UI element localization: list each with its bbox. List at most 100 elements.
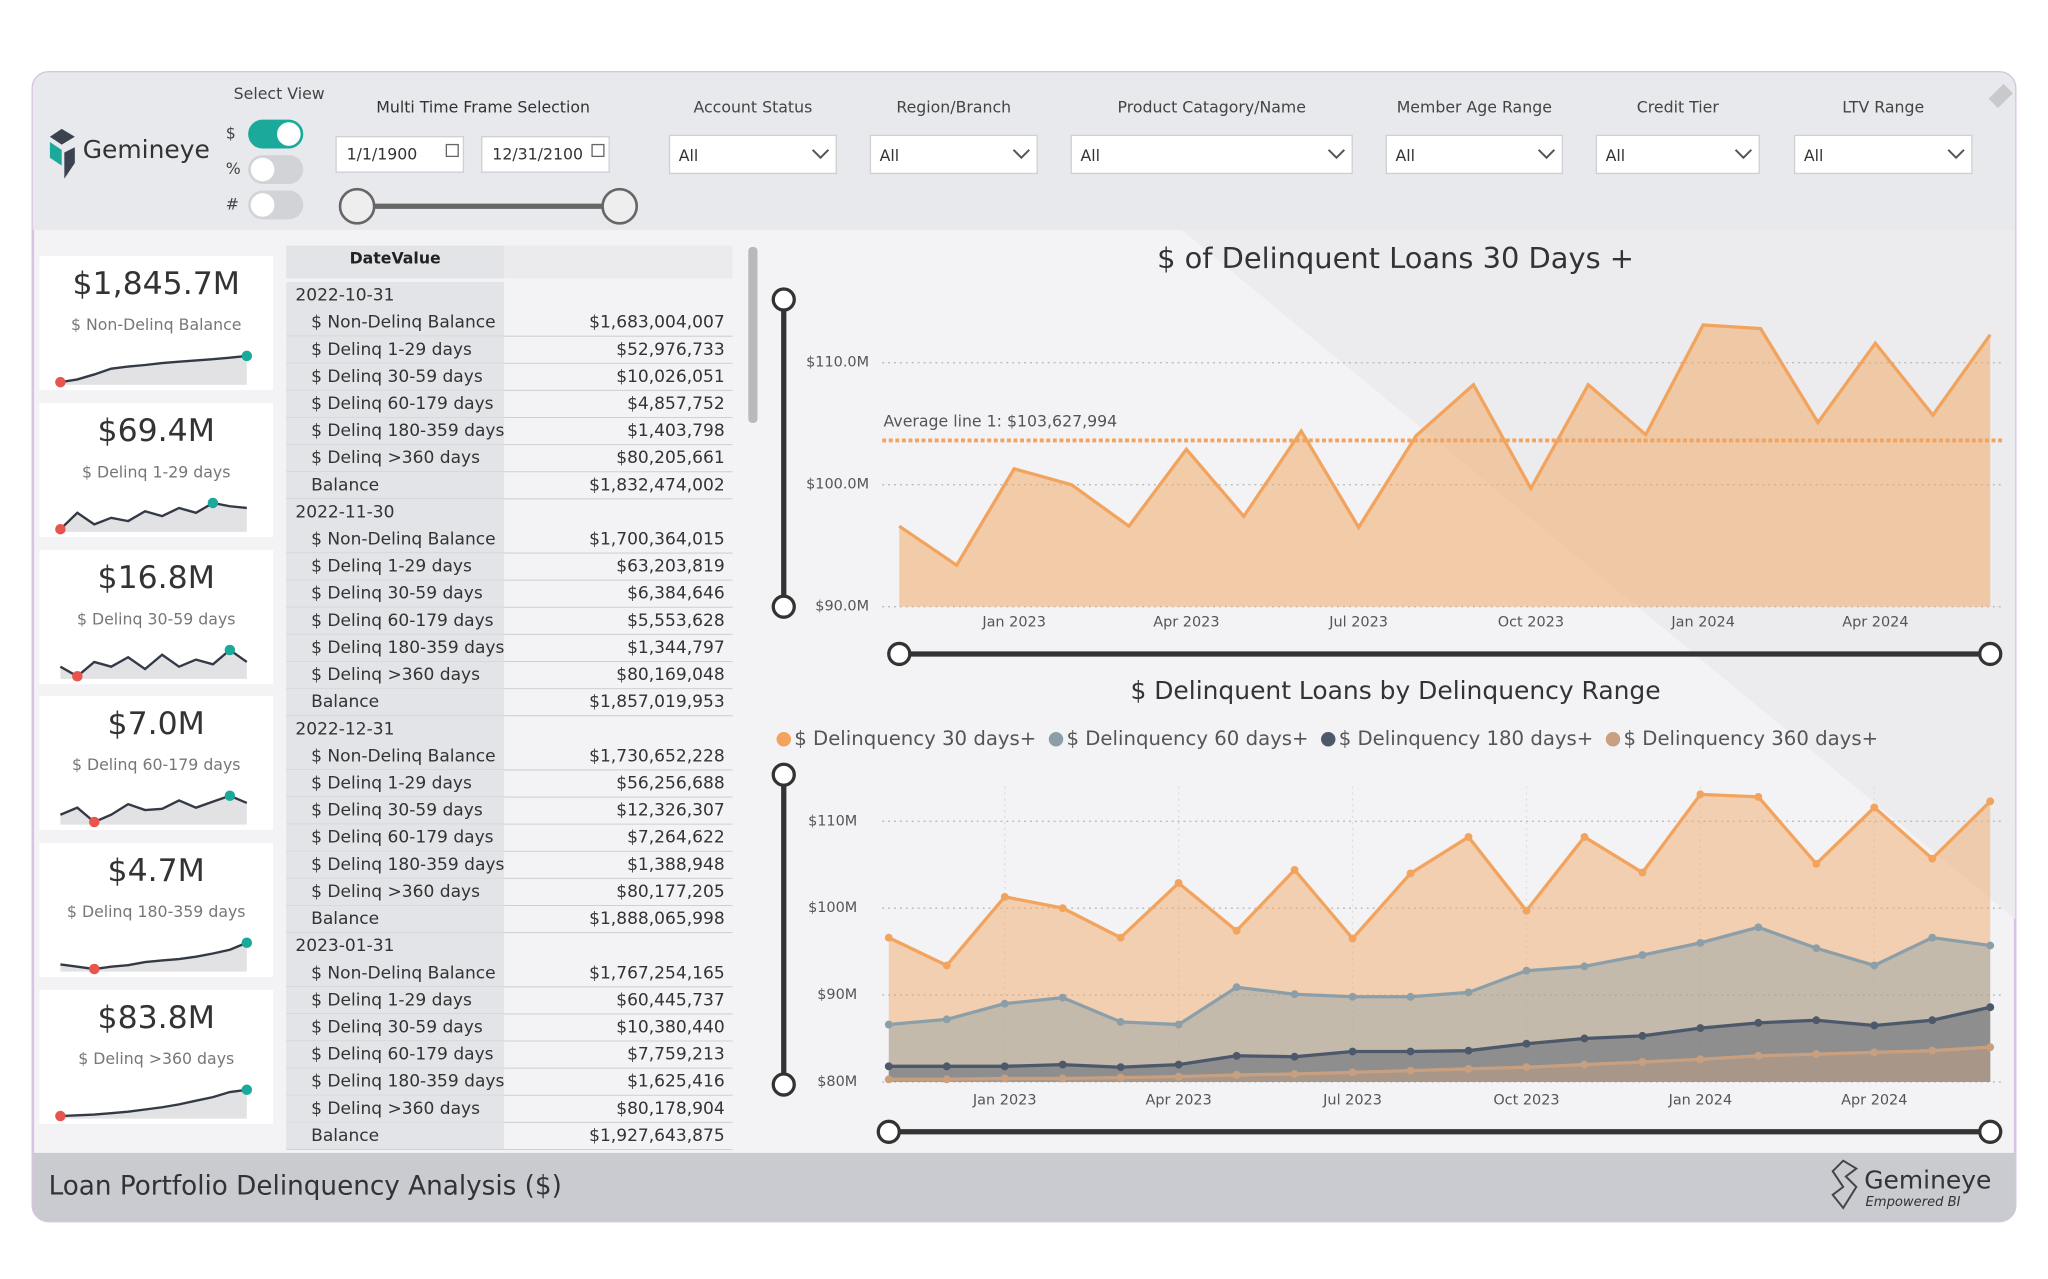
table-row <box>286 769 505 798</box>
table-row-value: $7,264,622 <box>627 828 725 848</box>
logo-shape <box>64 147 75 179</box>
logo-icon <box>49 128 75 179</box>
table-row-label: $ Delinq 1-29 days <box>311 774 472 794</box>
point <box>1348 1047 1357 1056</box>
y-tick-label: $110.0M <box>806 355 869 371</box>
kpi-value: $7.0M <box>108 706 205 742</box>
date-input[interactable] <box>481 136 610 173</box>
point <box>1638 951 1647 960</box>
point <box>1870 1048 1879 1057</box>
point <box>1464 1064 1473 1073</box>
table-row-label: $ Delinq 30-59 days <box>311 367 483 387</box>
table-row <box>286 471 505 499</box>
range-slider-handle[interactable] <box>338 187 376 225</box>
filter-dropdown[interactable] <box>668 134 837 175</box>
point <box>1000 892 1009 901</box>
zoom-slider-handle[interactable] <box>771 1072 796 1097</box>
table-row <box>286 797 505 825</box>
filter-dropdown[interactable] <box>1385 134 1563 175</box>
chart-title: $ Delinquent Loans by Delinquency Range <box>1130 676 1660 705</box>
dropdown-chevron[interactable] <box>1537 149 1556 160</box>
table-row <box>286 661 505 689</box>
point <box>1754 923 1763 932</box>
zoom-slider-handle[interactable] <box>887 641 912 667</box>
logo-text: Gemineye <box>83 135 210 164</box>
point <box>1870 961 1879 970</box>
point <box>884 933 893 942</box>
zoom-slider-handle[interactable] <box>771 762 796 787</box>
edit-icon[interactable] <box>1988 83 2013 109</box>
legend-marker[interactable] <box>776 732 791 747</box>
filter-dropdown[interactable] <box>869 134 1038 175</box>
logo-shape <box>49 141 62 166</box>
range-slider-handle[interactable] <box>601 187 639 225</box>
average-line-label: Average line 1: $103,627,994 <box>884 412 1118 431</box>
zoom-slider-handle[interactable] <box>771 287 796 312</box>
point <box>1928 854 1937 863</box>
point <box>1406 869 1415 878</box>
table-row <box>286 1068 505 1096</box>
calendar-icon[interactable] <box>591 143 605 158</box>
legend-label[interactable]: $ Delinquency 180 days+ <box>1339 727 1594 750</box>
area <box>888 1007 1991 1082</box>
table-row-label: Balance <box>311 909 379 929</box>
legend-label[interactable]: $ Delinquency 360 days+ <box>1624 727 1879 750</box>
table-header <box>286 245 505 279</box>
filter-dropdown[interactable] <box>1595 134 1760 175</box>
dropdown-chevron[interactable] <box>1012 149 1030 160</box>
dropdown-chevron[interactable] <box>1947 149 1965 160</box>
date-input[interactable] <box>335 136 465 173</box>
zoom-slider-handle[interactable] <box>1978 1119 2003 1144</box>
filter-dropdown[interactable] <box>1070 134 1353 175</box>
table-row <box>286 1095 505 1123</box>
point <box>1928 1046 1937 1055</box>
x-tick-label: Apr 2023 <box>1153 614 1219 630</box>
dropdown-chevron[interactable] <box>811 149 830 160</box>
table-row-value: $1,344,797 <box>627 638 725 658</box>
filter-value: All <box>679 146 699 165</box>
table-row-value: $7,759,213 <box>627 1045 725 1065</box>
table-row-value: $1,730,652,228 <box>589 746 725 766</box>
y-tick-label: $80M <box>817 1074 857 1090</box>
legend-marker[interactable] <box>1048 732 1064 747</box>
toggle-knob[interactable] <box>250 157 275 182</box>
table-row-label: $ Non-Delinq Balance <box>311 746 496 766</box>
filter-label: Member Age Range <box>1397 97 1552 116</box>
legend-label[interactable]: $ Delinquency 60 days+ <box>1066 727 1308 750</box>
sparkline-max <box>241 937 253 949</box>
sparkline-max <box>224 644 236 656</box>
table-row <box>286 986 505 1014</box>
point <box>1754 1018 1763 1027</box>
x-tick-label: Jan 2024 <box>1668 1092 1733 1108</box>
zoom-slider-handle[interactable] <box>771 594 796 619</box>
calendar-icon[interactable] <box>445 143 459 158</box>
y-tick-label: $90M <box>817 987 857 1003</box>
zoom-slider-handle[interactable] <box>1978 641 2003 667</box>
table-row <box>286 688 505 716</box>
point <box>942 1075 951 1084</box>
legend-label[interactable]: $ Delinquency 30 days+ <box>794 727 1036 750</box>
legend-marker[interactable] <box>1321 732 1336 747</box>
table-row-value: $1,927,643,875 <box>589 1126 725 1146</box>
table-scrollbar[interactable] <box>748 246 758 423</box>
table-row-value: $1,625,416 <box>627 1072 725 1092</box>
dropdown-chevron[interactable] <box>1327 149 1346 160</box>
point <box>1000 1074 1009 1083</box>
edit-icon-shape[interactable] <box>1988 83 2013 109</box>
table-header-text: DateValue <box>350 248 441 267</box>
table-row <box>286 363 505 391</box>
x-tick-label: Jan 2024 <box>1670 614 1735 630</box>
table-row-value: $1,832,474,002 <box>589 475 725 495</box>
logo-shape <box>49 128 75 145</box>
filter-label: Region/Branch <box>896 97 1011 116</box>
zoom-slider-handle[interactable] <box>876 1119 901 1144</box>
dropdown-chevron[interactable] <box>1734 149 1752 160</box>
filter-dropdown[interactable] <box>1793 134 1973 175</box>
point <box>1870 803 1879 812</box>
filter-label: Account Status <box>694 97 813 116</box>
legend-marker[interactable] <box>1605 732 1621 747</box>
point <box>942 1015 951 1024</box>
toggle-knob[interactable] <box>250 193 275 217</box>
table-row <box>286 390 505 418</box>
toggle-knob[interactable] <box>277 122 301 146</box>
